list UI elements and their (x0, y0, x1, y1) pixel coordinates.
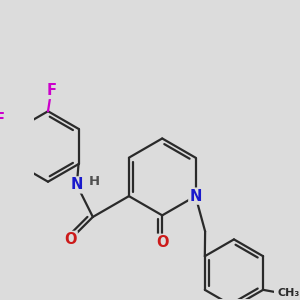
Text: N: N (70, 177, 83, 192)
Text: F: F (46, 83, 56, 98)
Text: N: N (189, 189, 202, 204)
Text: H: H (89, 175, 100, 188)
Text: CH₃: CH₃ (278, 288, 300, 298)
Text: O: O (64, 232, 77, 247)
Text: F: F (0, 112, 5, 127)
Text: O: O (156, 235, 169, 250)
